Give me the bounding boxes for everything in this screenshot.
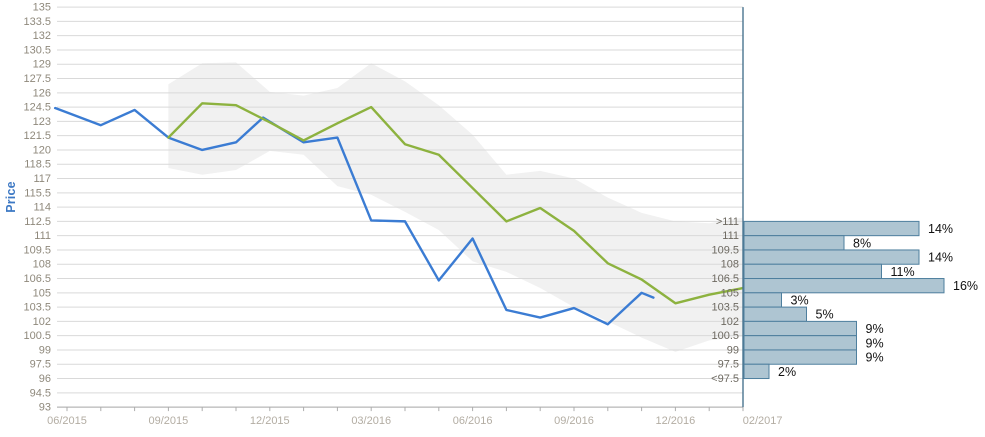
y-axis-label: 106.5 [23, 273, 51, 285]
histogram-bar-label: 2% [778, 365, 796, 379]
y-axis-label: 109.5 [23, 244, 51, 256]
histogram-bar [743, 292, 782, 308]
y-axis-label: 130.5 [23, 44, 51, 56]
bin-edge-label: <97.5 [711, 373, 739, 385]
y-axis-label: 111 [34, 230, 51, 242]
x-axis-label: 06/2015 [47, 415, 87, 427]
histogram-bar-label: 14% [928, 251, 953, 265]
histogram-bar [743, 235, 845, 251]
histogram-bar-label-bg [920, 222, 957, 235]
histogram-bar-label: 9% [866, 336, 884, 350]
y-axis-label: 94.5 [30, 387, 51, 399]
bin-edge-label: 100.5 [711, 330, 739, 342]
histogram-bar [743, 220, 920, 237]
x-axis-label: 06/2016 [453, 415, 493, 427]
histogram-bar [743, 278, 945, 294]
y-axis-label: 126 [33, 87, 51, 99]
y-axis-label: 117 [33, 173, 51, 185]
histogram-bar-label-bg [807, 308, 836, 321]
x-axis-label: 02/2017 [743, 415, 783, 427]
y-axis-label: 102 [33, 316, 51, 328]
histogram-bar-label: 14% [928, 222, 953, 236]
bin-edge-label: 106.5 [711, 273, 739, 285]
histogram-bar-label-bg [882, 265, 920, 278]
y-axis-label: 132 [33, 30, 51, 42]
y-axis-label: 114 [33, 202, 51, 214]
y-axis-title: Price [4, 181, 18, 213]
y-axis-label: 127.5 [23, 73, 51, 85]
histogram-bar [743, 320, 857, 337]
histogram-bar-label-bg [857, 336, 886, 349]
bin-edge-label: 97.5 [718, 359, 739, 371]
bin-edge-label: 108 [721, 259, 739, 271]
y-axis-label: 118.5 [24, 159, 51, 171]
histogram-bar [743, 306, 807, 322]
histogram-bar [743, 263, 882, 280]
histogram-bar-label: 9% [866, 322, 884, 336]
histogram-bar-label: 11% [891, 265, 915, 279]
bin-edge-label: 105 [721, 287, 739, 299]
y-axis-label: 93 [39, 402, 51, 414]
histogram-bar [743, 349, 857, 365]
bin-edge-label: 111 [722, 230, 739, 242]
bin-edge-label: 109.5 [711, 244, 739, 256]
y-axis-label: 112.5 [24, 216, 51, 228]
histogram-bar-label-bg [945, 279, 982, 292]
y-axis-label: 133.5 [23, 16, 51, 28]
histogram-bar-label-bg [845, 236, 873, 249]
histogram-bar [743, 249, 920, 265]
y-axis-label: 97.5 [30, 359, 51, 371]
y-axis-label: 115.5 [24, 187, 51, 199]
y-axis-label: 105 [33, 287, 51, 299]
histogram-bar-label: 8% [853, 236, 871, 250]
bin-edge-label: 102 [721, 316, 739, 328]
y-axis-label: 103.5 [23, 302, 51, 314]
histogram-bar-label-bg [920, 250, 957, 264]
y-axis-label: 96 [39, 373, 51, 385]
y-axis-label: 123 [33, 116, 51, 128]
bin-edge-label: 103.5 [711, 302, 739, 314]
histogram-bar-label: 3% [791, 293, 809, 307]
y-axis-label: 108 [33, 259, 51, 271]
y-axis-label: 100.5 [23, 330, 51, 342]
bin-edge-label: >111 [716, 216, 739, 228]
x-axis-label: 03/2016 [351, 415, 391, 427]
histogram-bar-label-bg [782, 293, 811, 307]
histogram-bar-label-bg [770, 365, 798, 378]
x-axis-label: 09/2016 [554, 415, 594, 427]
histogram-bar [743, 363, 770, 380]
histogram-bar-label-bg [857, 350, 886, 364]
x-axis-label: 12/2016 [656, 415, 696, 427]
forecast-line [167, 102, 745, 305]
bin-edge-label: 99 [727, 344, 739, 356]
x-axis-label: 12/2015 [250, 415, 290, 427]
histogram-bar [743, 335, 857, 351]
histogram-bar-label: 5% [816, 308, 834, 322]
histogram-bar-label: 16% [953, 279, 978, 293]
y-axis-label: 99 [39, 344, 51, 356]
y-axis-label: 135 [33, 2, 51, 14]
x-axis-label: 09/2015 [149, 415, 189, 427]
y-axis-label: 120 [33, 144, 51, 156]
y-axis-label: 121.5 [23, 130, 51, 142]
histogram-bar-label-bg [857, 322, 886, 335]
y-axis-label: 124.5 [23, 102, 51, 114]
histogram-bar-label: 9% [866, 351, 884, 365]
y-axis-label: 129 [33, 59, 51, 71]
